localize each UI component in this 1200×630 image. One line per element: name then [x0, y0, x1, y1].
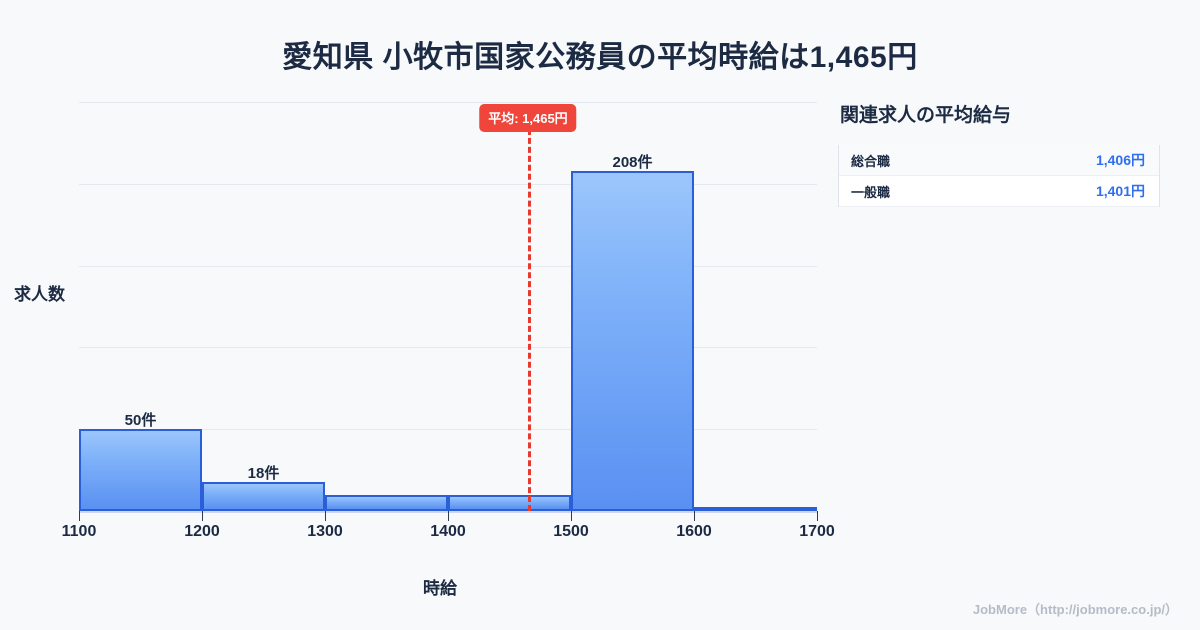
average-badge: 平均: 1,465円	[479, 104, 577, 132]
x-axis-tick-label: 1500	[553, 523, 589, 540]
x-axis-tick	[325, 511, 326, 521]
related-salary-panel: 関連求人の平均給与 総合職 1,406円一般職 1,401円	[838, 100, 1168, 207]
bar-value-label: 50件	[124, 412, 157, 430]
related-salary-title: 関連求人の平均給与	[840, 105, 1012, 126]
x-axis-tick	[202, 511, 203, 521]
histogram-bar	[79, 429, 202, 511]
related-salary-row-value: 1,406円	[1095, 152, 1145, 168]
bar-value-label: 18件	[247, 464, 280, 482]
x-axis-tick-label: 1300	[307, 523, 343, 540]
histogram-bar	[571, 170, 694, 511]
watermark-footer: JobMore（http://jobmore.co.jp/）	[972, 602, 1178, 617]
related-salary-row-value: 1,401円	[1095, 183, 1145, 199]
x-axis-tick	[79, 511, 80, 521]
related-salary-row: 一般職 1,401円	[839, 176, 1159, 207]
histogram-bar	[448, 494, 571, 511]
average-line	[527, 120, 531, 511]
x-axis-tick	[694, 511, 695, 521]
x-axis-tick	[448, 511, 449, 521]
histogram-bar	[202, 481, 325, 511]
gridline	[79, 429, 817, 431]
y-axis-label: 求人数	[14, 285, 65, 304]
x-axis-tick-label: 1200	[184, 523, 220, 540]
gridline	[79, 265, 817, 267]
gridline	[79, 101, 817, 103]
x-axis-tick-label: 1100	[61, 523, 97, 540]
histogram-chart: 50件 18件 208件 求人数 時給 1100 1200 1300 1400 1500 16…	[14, 97, 835, 598]
related-salary-row-label: 総合職	[851, 153, 891, 169]
x-axis-label: 時給	[423, 579, 457, 598]
related-salary-row: 総合職 1,406円	[839, 145, 1159, 176]
page-title: 愛知県 小牧市国家公務員の平均時給は1,465円	[282, 41, 918, 74]
x-axis-tick-label: 1600	[676, 523, 712, 540]
plot-area: 50件 18件 208件	[79, 97, 817, 511]
bar-value-label: 208件	[612, 153, 653, 171]
related-salary-row-label: 一般職	[851, 184, 891, 200]
histogram-bar	[694, 507, 817, 511]
related-salary-table: 総合職 1,406円一般職 1,401円	[838, 145, 1160, 207]
gridline	[79, 347, 817, 349]
gridline	[79, 183, 817, 185]
x-axis-tick	[817, 511, 818, 521]
x-axis-tick-label: 1700	[799, 523, 835, 540]
histogram-bar	[325, 494, 448, 511]
x-axis-tick	[571, 511, 572, 521]
x-axis-tick-label: 1400	[430, 523, 466, 540]
